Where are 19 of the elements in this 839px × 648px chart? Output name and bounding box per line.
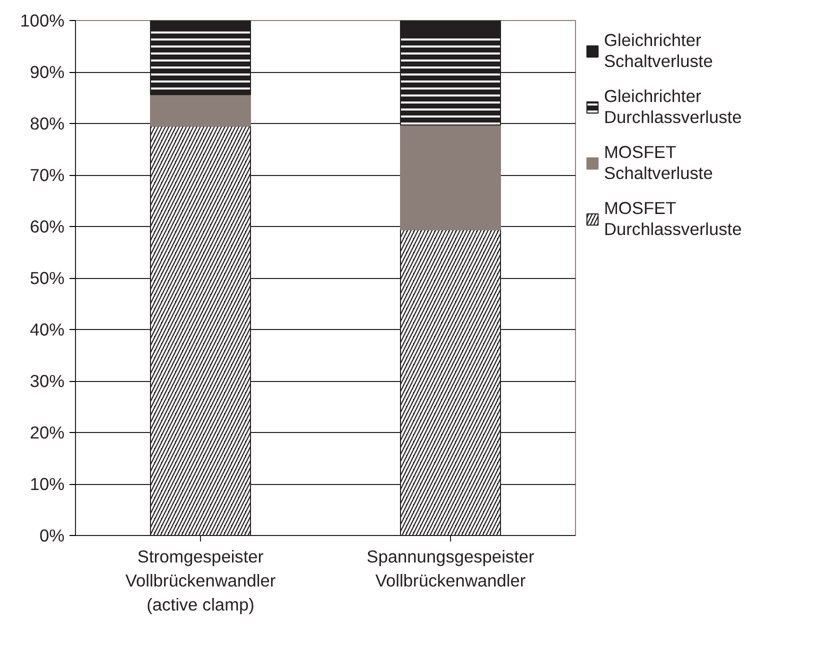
y-tick-label: 90%: [30, 62, 65, 82]
y-tick-label: 40%: [30, 320, 65, 340]
legend-label: MOSFET Durchlassverluste: [604, 198, 742, 240]
x-tick-label: Spannungsgespeister Vollbrückenwandler: [366, 546, 535, 590]
y-tick-label: 30%: [30, 371, 65, 391]
y-tick-label: 50%: [30, 268, 65, 288]
legend-label: Gleichrichter Schaltverluste: [604, 30, 713, 72]
bar: [150, 94, 251, 127]
x-tick-label: Stromgespeister Vollbrückenwandler (active clamp): [125, 546, 276, 614]
bar: [400, 124, 501, 230]
y-tick-label: 10%: [30, 474, 65, 494]
y-tick-label: 60%: [30, 216, 65, 236]
y-tick-label: 70%: [30, 165, 65, 185]
y-tick-label: 80%: [30, 114, 65, 134]
y-tick-label: 0%: [39, 526, 64, 546]
y-tick-label: 100%: [20, 10, 65, 30]
y-tick-label: 20%: [30, 422, 65, 442]
legend-label: MOSFET Schaltverluste: [604, 142, 713, 184]
legend-label: Gleichrichter Durchlassverluste: [604, 86, 742, 128]
